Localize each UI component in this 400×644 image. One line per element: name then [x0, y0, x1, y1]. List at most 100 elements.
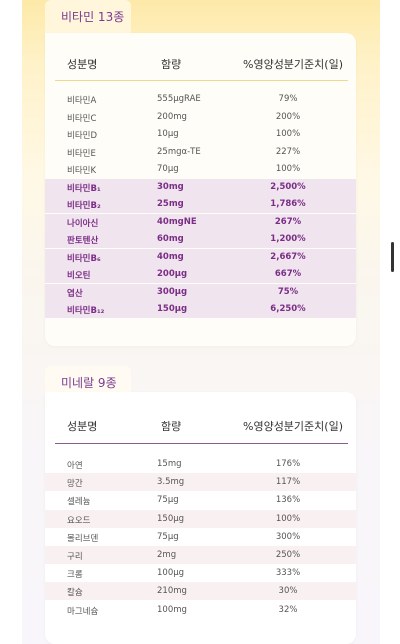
table-row: 크롬 100μg 333% [45, 564, 356, 582]
table-row: 아연 15mg 176% [45, 455, 356, 473]
cell-pct: 100% [275, 513, 301, 524]
cell-amount: 555μgRAE [157, 94, 201, 104]
vitamins-header-rule [55, 80, 348, 81]
cell-amount: 150μg [157, 304, 188, 314]
vitamins-tab: 비타민 13종 [45, 0, 131, 33]
cell-pct: 79% [278, 94, 298, 104]
vitamins-tab-label: 비타민 13종 [61, 10, 125, 24]
header-amount: 함량 [161, 420, 182, 433]
scrollbar-thumb[interactable] [391, 242, 394, 272]
table-row: 마그네슘 100mg 32% [45, 601, 356, 619]
header-name: 성분명 [67, 58, 98, 71]
cell-name: 비타민B₁ [67, 183, 101, 194]
cell-pct: 2,667% [270, 251, 306, 262]
cell-name: 비오틴 [67, 271, 91, 281]
cell-amount: 100mg [157, 604, 187, 615]
cell-amount: 25mgα-TE [157, 146, 201, 157]
cell-pct: 6,250% [270, 304, 306, 314]
table-row: 비타민K 70μg 100% [45, 161, 356, 178]
cell-pct: 117% [275, 477, 301, 488]
minerals-table: 성분명 함량 %영양성분기준치(일) 아연 15mg 176% 망간 3.5mg 117%… [45, 392, 356, 644]
cell-name: 비타민C [67, 113, 97, 124]
header-name: 성분명 [67, 420, 98, 433]
cell-amount: 200μg [157, 269, 188, 279]
cell-pct: 136% [275, 495, 301, 506]
vitamins-table: 성분명 함량 %영양성분기준치(일) 비타민A 555μgRAE 79% 비타민C 20… [45, 33, 356, 346]
cell-name: 엽산 [67, 288, 83, 299]
header-pct: %영양성분기준치(일) [243, 420, 343, 433]
cell-pct: 176% [275, 459, 301, 469]
header-pct: %영양성분기준치(일) [243, 58, 343, 71]
cell-pct: 667% [274, 269, 302, 279]
table-row: 나이아신 40mgNE 267% [45, 213, 356, 231]
cell-amount: 40mg [157, 251, 184, 262]
cell-name: 비타민E [67, 148, 96, 159]
cell-pct: 300% [275, 531, 301, 542]
cell-amount: 75μg [157, 495, 179, 506]
cell-pct: 267% [274, 216, 302, 227]
cell-name: 크롬 [67, 570, 83, 581]
cell-name: 요오드 [67, 515, 91, 526]
cell-name: 비타민D [67, 131, 98, 141]
cell-name: 비타민B₁₂ [67, 306, 105, 316]
table-row: 망간 3.5mg 117% [45, 473, 356, 492]
cell-amount: 300μg [157, 286, 188, 297]
cell-pct: 200% [275, 111, 301, 122]
header-amount: 함량 [161, 58, 182, 71]
cell-pct: 250% [275, 550, 301, 560]
cell-pct: 333% [275, 568, 301, 579]
table-row: 비타민A 555μgRAE 79% [45, 91, 356, 108]
minerals-tab-label: 미네랄 9종 [61, 376, 117, 390]
cell-amount: 70μg [157, 164, 179, 174]
cell-name: 비타민K [67, 166, 97, 176]
cell-amount: 200mg [157, 111, 187, 122]
table-row: 비타민C 200mg 200% [45, 109, 356, 126]
table-row: 비타민B₆ 40mg 2,667% [45, 248, 356, 266]
table-row: 비타민B₁₂ 150μg 6,250% [45, 301, 356, 318]
cell-pct: 2,500% [270, 181, 306, 192]
cell-amount: 25mg [157, 199, 184, 209]
cell-amount: 210mg [157, 586, 187, 597]
cell-name: 판토텐산 [67, 236, 99, 246]
cell-amount: 40mgNE [157, 216, 197, 227]
table-row: 비타민B₁ 30mg 2,500% [45, 178, 356, 196]
minerals-header-rule [55, 443, 348, 444]
table-row: 비타민D 10μg 100% [45, 126, 356, 143]
cell-amount: 15mg [157, 459, 182, 469]
table-row: 칼슘 210mg 30% [45, 582, 356, 601]
cell-pct: 227% [275, 146, 301, 157]
cell-name: 나이아신 [67, 218, 99, 229]
table-row: 비오틴 200μg 667% [45, 266, 356, 283]
cell-name: 아연 [67, 461, 83, 471]
cell-name: 셀레늄 [67, 497, 91, 508]
cell-pct: 1,200% [270, 234, 306, 244]
cell-amount: 30mg [157, 181, 184, 192]
table-row: 구리 2mg 250% [45, 546, 356, 564]
cell-amount: 75μg [157, 531, 179, 542]
table-row: 셀레늄 75μg 136% [45, 491, 356, 509]
table-row: 요오드 150μg 100% [45, 509, 356, 528]
cell-amount: 60mg [157, 234, 184, 244]
table-row: 엽산 300μg 75% [45, 283, 356, 301]
table-row: 비타민E 25mgα-TE 227% [45, 144, 356, 161]
cell-pct: 100% [275, 129, 301, 139]
cell-name: 비타민A [67, 96, 97, 106]
cell-pct: 100% [275, 164, 301, 174]
cell-pct: 75% [277, 286, 299, 297]
cell-name: 구리 [67, 552, 83, 562]
cell-name: 칼슘 [67, 588, 83, 599]
cell-pct: 1,786% [270, 199, 306, 209]
cell-pct: 30% [278, 586, 298, 597]
cell-name: 비타민B₆ [67, 253, 101, 264]
cell-amount: 10μg [157, 129, 179, 139]
cell-amount: 100μg [157, 568, 185, 579]
cell-name: 망간 [67, 479, 83, 490]
table-row: 몰리브덴 75μg 300% [45, 528, 356, 546]
cell-amount: 3.5mg [157, 477, 185, 488]
cell-amount: 2mg [157, 550, 177, 560]
cell-name: 비타민B₂ [67, 201, 101, 211]
table-row: 판토텐산 60mg 1,200% [45, 231, 356, 248]
table-row: 비타민B₂ 25mg 1,786% [45, 196, 356, 213]
cell-amount: 150μg [157, 513, 185, 524]
cell-name: 몰리브덴 [67, 533, 99, 544]
